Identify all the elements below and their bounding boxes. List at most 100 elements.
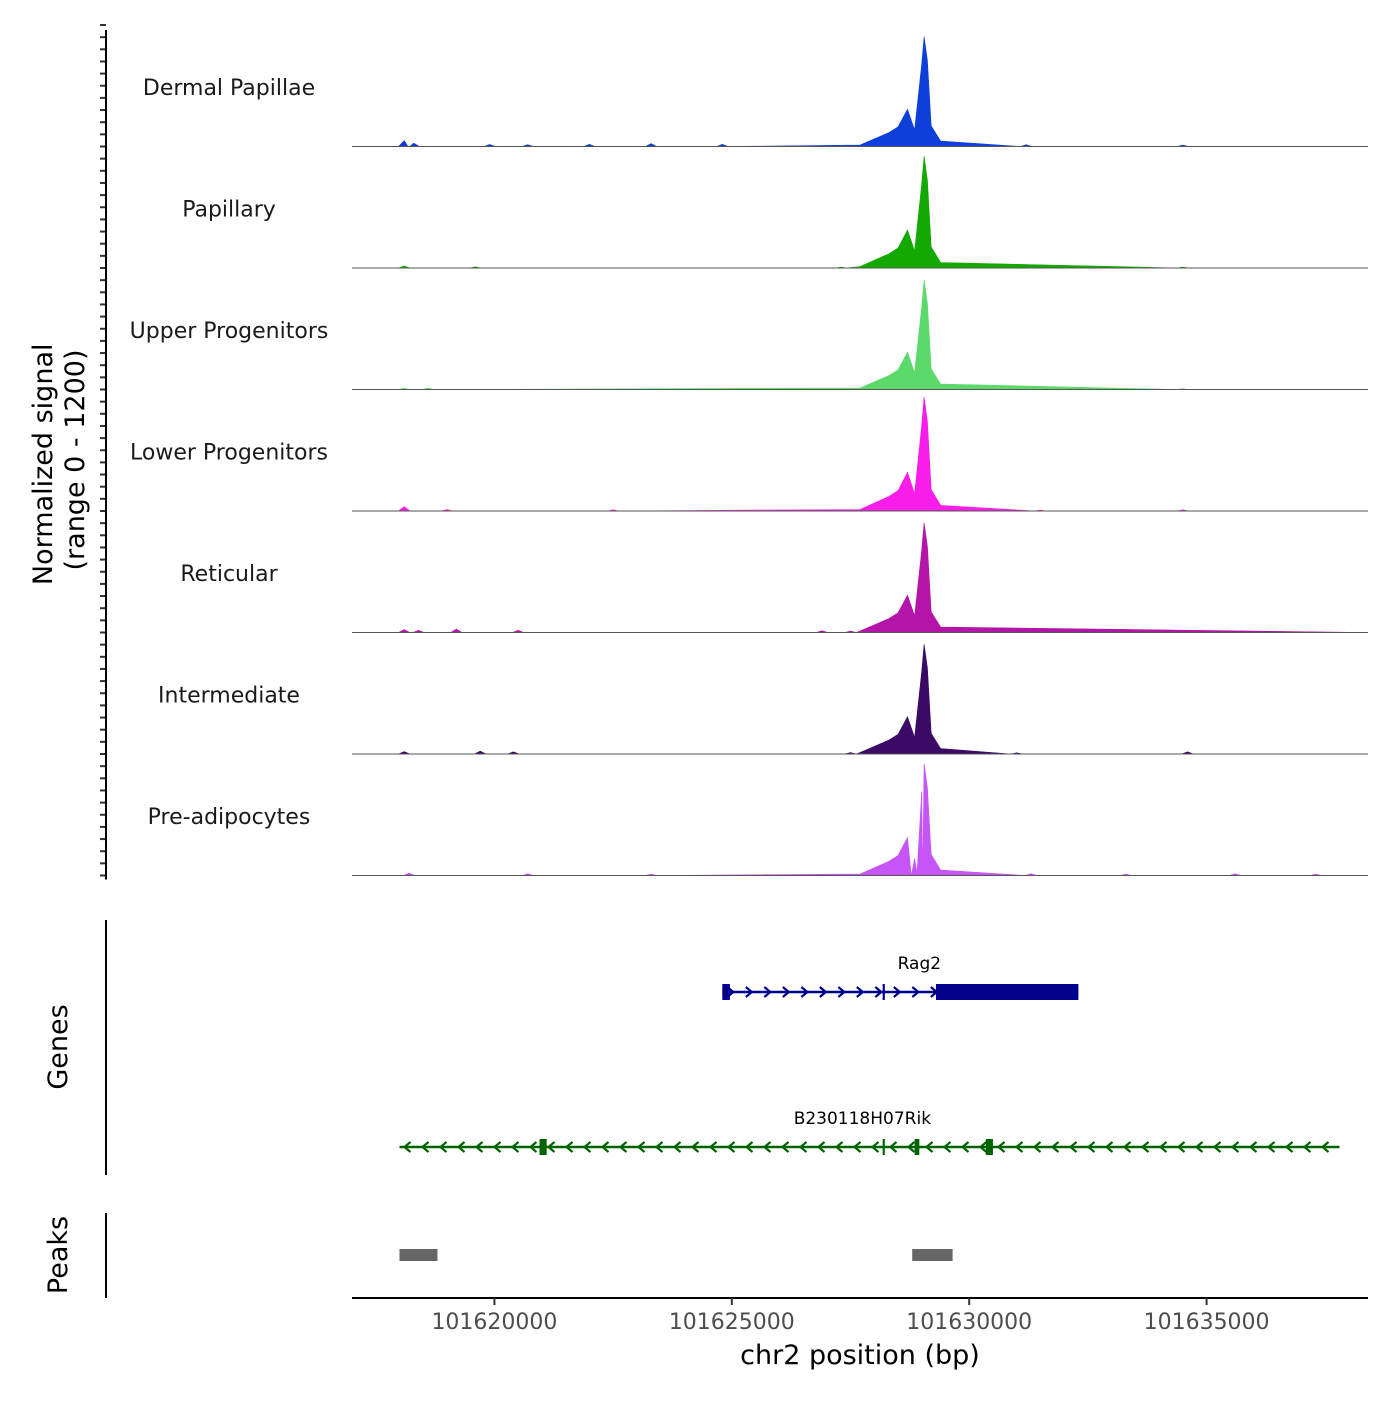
strand-chevron (564, 1141, 574, 1153)
gene-0: Rag2 (722, 954, 1079, 1000)
strand-chevron (492, 1141, 502, 1153)
strand-chevron (636, 1141, 646, 1153)
strand-chevron (1284, 1141, 1294, 1153)
gene-name-0: Rag2 (898, 954, 941, 974)
track-label-1: Papillary (182, 198, 276, 223)
strand-chevron (816, 1141, 826, 1153)
genes-panel: Rag2 B230118H07Rik (105, 920, 1340, 1175)
track-label-3: Lower Progenitors (130, 441, 328, 466)
strand-chevron (1248, 1141, 1258, 1153)
strand-chevron (402, 1141, 412, 1153)
strand-chevron (874, 986, 884, 998)
signal-area-4 (352, 522, 1369, 633)
strand-chevron (763, 986, 773, 998)
signal-tracks: Dermal Papillae Papillary Upper Progenitor… (130, 36, 1369, 876)
track-label-2: Upper Progenitors (130, 319, 329, 344)
strand-chevron (726, 1141, 736, 1153)
track-label-4: Reticular (180, 562, 278, 587)
strand-chevron (780, 1141, 790, 1153)
signal-area-5 (352, 644, 1368, 755)
strand-chevron (782, 986, 791, 998)
strand-chevron (420, 1141, 430, 1153)
strand-chevron (911, 986, 921, 998)
strand-chevron (906, 1141, 916, 1153)
genes-panel-title: Genes (43, 1004, 74, 1089)
gene-1: B230118H07Rik (399, 1109, 1340, 1155)
strand-chevron (924, 1141, 934, 1153)
strand-chevron (1140, 1141, 1150, 1153)
strand-chevron (978, 1141, 988, 1153)
strand-chevron (1230, 1141, 1240, 1153)
strand-chevron (942, 1141, 952, 1153)
x-tick-label-1: 101625000 (669, 1310, 795, 1335)
signal-area-3 (352, 396, 1368, 512)
strand-chevron (528, 1141, 538, 1153)
track-1: Papillary (182, 156, 1368, 269)
strand-chevron (1050, 1141, 1060, 1153)
strand-chevron (1302, 1141, 1312, 1153)
strand-chevron (654, 1141, 664, 1153)
strand-chevron (1320, 1141, 1330, 1153)
track-4: Reticular (180, 522, 1369, 633)
strand-chevron (762, 1141, 772, 1153)
x-axis-title: chr2 position (bp) (740, 1340, 980, 1371)
x-axis: 101620000 101625000 101630000 101635000 (352, 1297, 1368, 1335)
strand-chevron (1158, 1141, 1168, 1153)
signal-y-axis (100, 24, 107, 880)
strand-chevron (834, 1141, 844, 1153)
y-axis-title-line2: (range 0 - 1200) (60, 350, 91, 571)
track-6: Pre-adipocytes (148, 763, 1368, 876)
strand-chevron (745, 986, 754, 998)
gene-exon (985, 1139, 993, 1155)
strand-chevron (837, 986, 847, 998)
strand-chevron (1032, 1141, 1042, 1153)
x-tick-label-2: 101630000 (906, 1310, 1032, 1335)
y-axis-title: Normalized signal (range 0 - 1200) (28, 335, 91, 585)
strand-chevron (800, 986, 810, 998)
y-axis-title-line1: Normalized signal (28, 344, 59, 586)
strand-chevron (672, 1141, 682, 1153)
signal-area-6 (352, 763, 1368, 876)
x-tick-label-0: 101620000 (431, 1310, 557, 1335)
track-3: Lower Progenitors (130, 396, 1368, 512)
strand-chevron (456, 1141, 466, 1153)
track-0: Dermal Papillae (143, 36, 1368, 147)
strand-chevron (1086, 1141, 1096, 1153)
track-label-5: Intermediate (158, 684, 300, 709)
strand-chevron (798, 1141, 808, 1153)
strand-chevron (852, 1141, 862, 1153)
strand-chevron (1104, 1141, 1114, 1153)
strand-chevron (600, 1141, 610, 1153)
gene-name-1: B230118H07Rik (794, 1109, 932, 1129)
strand-chevron (1068, 1141, 1078, 1153)
gene-exon (539, 1139, 547, 1155)
peak-bar-1 (912, 1249, 953, 1261)
signal-area-2 (352, 279, 1368, 390)
strand-chevron (1266, 1141, 1276, 1153)
strand-chevron (474, 1141, 484, 1153)
peaks-panel-title: Peaks (43, 1216, 74, 1294)
strand-chevron (856, 986, 865, 998)
strand-chevron (960, 1141, 970, 1153)
track-label-6: Pre-adipocytes (148, 805, 311, 830)
strand-chevron (438, 1141, 448, 1153)
strand-chevron (1212, 1141, 1222, 1153)
strand-chevron (819, 986, 828, 998)
track-5: Intermediate (158, 644, 1368, 755)
strand-chevron (690, 1141, 700, 1153)
strand-chevron (546, 1141, 556, 1153)
strand-chevron (582, 1141, 592, 1153)
strand-chevron (888, 1141, 898, 1153)
gene-exon (914, 1139, 920, 1155)
signal-area-0 (352, 36, 1368, 147)
strand-chevron (744, 1141, 754, 1153)
gene-exon (935, 984, 1079, 1000)
track-label-0: Dermal Papillae (143, 76, 315, 101)
strand-chevron (1014, 1141, 1024, 1153)
strand-chevron (618, 1141, 628, 1153)
strand-chevron (996, 1141, 1006, 1153)
strand-chevron (708, 1141, 718, 1153)
peak-bar-0 (399, 1249, 438, 1261)
